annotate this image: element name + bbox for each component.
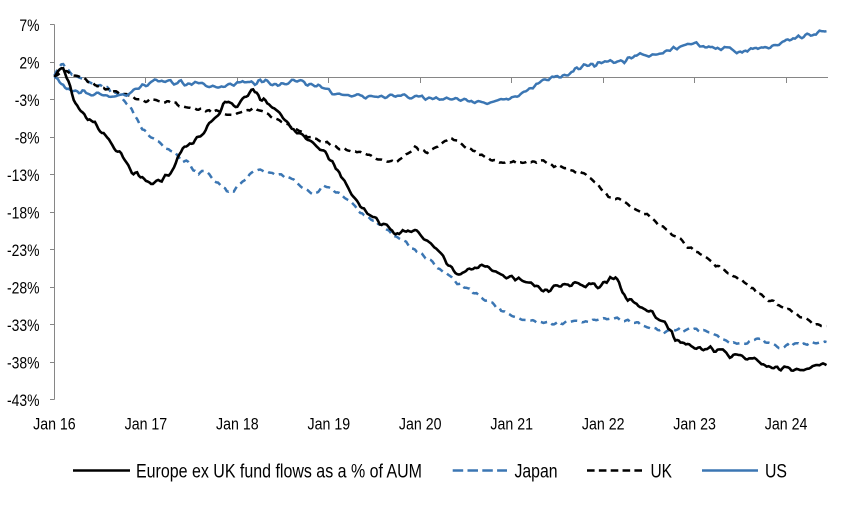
svg-text:Jan 22: Jan 22 xyxy=(582,414,625,433)
svg-text:Jan 20: Jan 20 xyxy=(399,414,442,433)
svg-text:Jan 24: Jan 24 xyxy=(765,414,808,433)
svg-text:Jan 23: Jan 23 xyxy=(673,414,716,433)
svg-text:Jan 16: Jan 16 xyxy=(33,414,76,433)
svg-text:-43%: -43% xyxy=(7,391,40,410)
svg-text:-13%: -13% xyxy=(7,166,40,185)
svg-text:-23%: -23% xyxy=(7,241,40,260)
svg-text:-3%: -3% xyxy=(15,91,40,110)
svg-text:Jan 19: Jan 19 xyxy=(308,414,351,433)
svg-text:Jan 18: Jan 18 xyxy=(216,414,259,433)
svg-text:Jan 17: Jan 17 xyxy=(125,414,168,433)
svg-text:-28%: -28% xyxy=(7,278,40,297)
svg-text:US: US xyxy=(765,462,787,483)
svg-text:-8%: -8% xyxy=(15,128,40,147)
svg-text:Europe ex UK fund flows as a %: Europe ex UK fund flows as a % of AUM xyxy=(136,462,422,483)
svg-text:-33%: -33% xyxy=(7,316,40,335)
svg-text:2%: 2% xyxy=(19,53,39,72)
svg-text:UK: UK xyxy=(651,462,673,483)
svg-text:-18%: -18% xyxy=(7,203,40,222)
svg-text:7%: 7% xyxy=(19,16,39,35)
svg-text:Japan: Japan xyxy=(515,462,558,483)
svg-text:Jan 21: Jan 21 xyxy=(490,414,533,433)
svg-text:-38%: -38% xyxy=(7,353,40,372)
